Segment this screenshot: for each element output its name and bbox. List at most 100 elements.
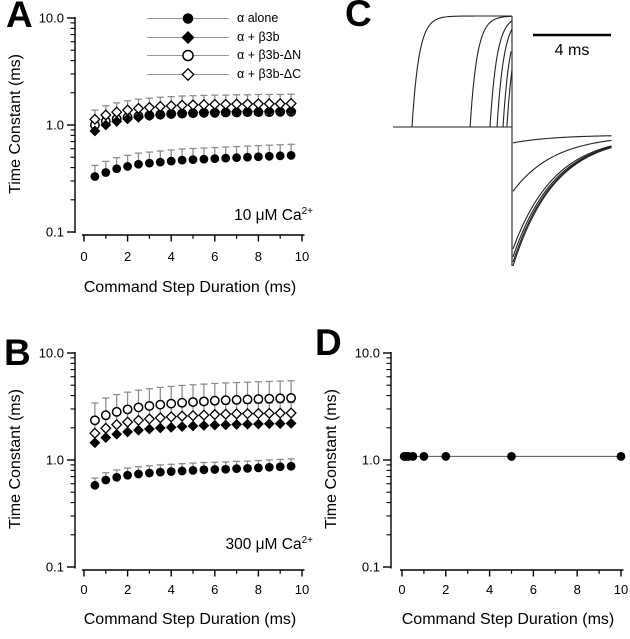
filled-circle-marker: [264, 151, 274, 161]
open-diamond-marker: [100, 422, 112, 434]
open-circle-marker: [242, 394, 253, 405]
filled-diamond-marker: [263, 105, 275, 117]
tail-trace: [512, 135, 612, 144]
legend-label: α + β3b-ΔN: [237, 48, 302, 63]
panel-b: 0.1 1.0 10.0 0 2 4 6 8 10: [39, 346, 310, 598]
calcium-annotation-b-text: 300 μM Ca: [225, 536, 302, 554]
filled-circle-marker: [145, 158, 154, 168]
filled-circle-marker: [221, 153, 231, 163]
open-circle-marker: [122, 404, 133, 415]
filled-diamond-marker: [111, 428, 123, 440]
filled-circle-marker: [507, 452, 516, 461]
legend-label: α + β3b-ΔC: [237, 66, 302, 81]
filled-circle-marker: [210, 154, 220, 164]
open-diamond-marker: [263, 407, 276, 420]
filled-circle-marker: [199, 465, 209, 475]
open-diamond-marker: [154, 100, 167, 113]
filled-circle-marker: [221, 464, 231, 474]
filled-circle-marker: [188, 155, 198, 164]
filled-diamond-marker: [253, 105, 264, 117]
filled-circle-marker: [145, 468, 154, 478]
open-circle-marker: [177, 397, 188, 408]
x-tick-label: 8: [255, 249, 262, 264]
filled-circle-marker: [441, 452, 451, 461]
y-axis-title-a: Time Constant (ms): [7, 54, 24, 194]
open-circle-marker: [198, 396, 209, 407]
filled-diamond-marker: [220, 419, 232, 431]
filled-circle-marker: [232, 153, 242, 163]
x-tick-label: 6: [211, 582, 218, 597]
filled-circle-marker: [275, 462, 285, 472]
open-diamond-marker: [198, 409, 210, 421]
x-tick-label: 4: [486, 582, 493, 597]
tail-trace: [512, 146, 612, 267]
x-axis-title-a: Command Step Duration (ms): [83, 279, 297, 296]
filled-circle-marker: [123, 470, 132, 480]
filled-diamond-marker: [220, 106, 232, 118]
panel-label-b: B: [4, 332, 31, 373]
filled-diamond-marker: [263, 418, 275, 430]
open-circle-marker: [286, 393, 297, 403]
filled-circle-marker: [177, 466, 187, 476]
y-tick-label: 1.0: [362, 453, 380, 468]
activation-trace: [489, 20, 513, 128]
open-diamond-marker: [181, 67, 195, 81]
filled-diamond-marker: [144, 110, 155, 122]
open-diamond-marker: [187, 409, 199, 422]
legend-item-alpha-alone: α alone: [147, 11, 301, 26]
legend-item-alpha-b3b-dN: α + β3b-ΔN: [147, 48, 301, 63]
scalebar-label: 4 ms: [554, 42, 590, 59]
filled-diamond-marker: [242, 418, 253, 430]
filled-circle-marker: [101, 168, 111, 177]
open-diamond-marker: [132, 102, 145, 115]
legend-item-alpha-b3b-dC: α + β3b-ΔC: [147, 67, 301, 82]
open-circle-marker: [182, 49, 194, 62]
filled-diamond-marker: [285, 105, 297, 117]
y-tick-label: 10.0: [39, 346, 64, 361]
filled-diamond-marker: [100, 119, 112, 131]
filled-circle-marker: [101, 475, 111, 485]
x-tick-label: 2: [442, 582, 449, 597]
open-diamond-marker: [165, 100, 177, 112]
filled-diamond-marker: [285, 417, 297, 429]
filled-diamond-marker: [274, 418, 286, 429]
open-circle-marker: [133, 402, 144, 413]
filled-diamond-marker: [209, 106, 221, 118]
legend-label: α alone: [237, 11, 279, 25]
open-circle-marker: [253, 394, 264, 405]
tail-trace: [512, 145, 612, 250]
filled-circle-marker: [90, 480, 100, 490]
open-circle-marker: [111, 406, 122, 417]
open-circle-marker: [275, 393, 286, 404]
filled-circle-marker: [264, 462, 274, 472]
filled-circle-marker: [112, 472, 122, 482]
open-diamond-icon: [147, 67, 229, 81]
open-circle-icon: [147, 49, 229, 62]
filled-diamond-marker: [198, 420, 210, 431]
tail-trace: [512, 139, 612, 192]
open-circle-marker: [166, 398, 177, 409]
panel-label-c: C: [345, 0, 372, 34]
open-circle-marker: [100, 410, 111, 421]
open-circle-marker: [188, 397, 198, 408]
x-tick-label: 8: [574, 582, 581, 597]
open-circle-marker: [264, 393, 275, 404]
y-axis-title-b: Time Constant (ms): [7, 389, 24, 529]
filled-circle-marker: [254, 463, 263, 473]
filled-diamond-marker: [122, 426, 133, 438]
open-circle-marker: [89, 415, 100, 426]
filled-circle-marker: [134, 159, 143, 169]
x-tick-label: 6: [211, 249, 218, 264]
open-diamond-marker: [121, 416, 134, 428]
panel-d: 0.1 1.0 10.0 0 2 4 6 8 10: [355, 346, 629, 598]
activation-trace: [496, 28, 513, 128]
x-tick-label: 0: [398, 582, 405, 597]
open-diamond-marker: [209, 408, 221, 421]
filled-circle-marker: [199, 154, 209, 164]
x-tick-label: 2: [124, 582, 131, 597]
filled-circle-marker: [134, 469, 143, 479]
x-tick-label: 6: [530, 582, 537, 597]
filled-circle-marker: [90, 172, 100, 181]
x-axis-title-b: Command Step Duration (ms): [83, 611, 297, 628]
